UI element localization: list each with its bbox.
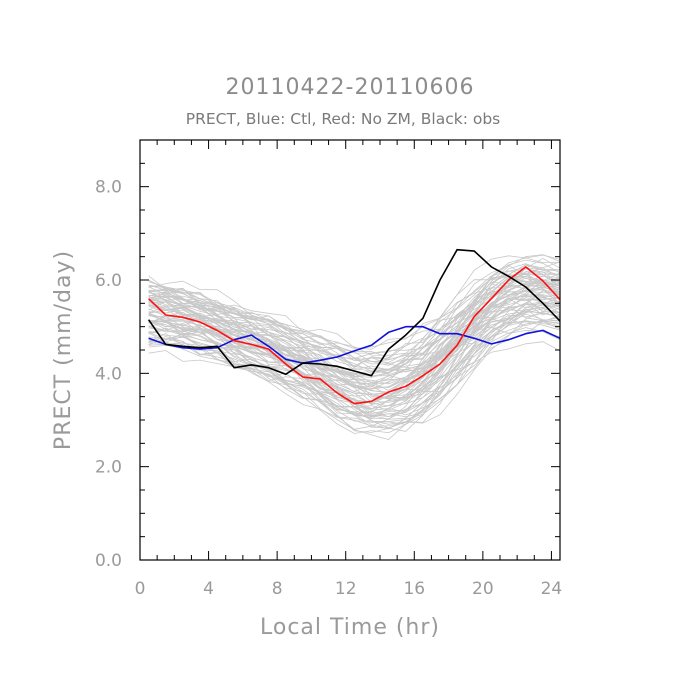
ensemble-line [148,301,561,392]
ensemble-line [148,268,561,371]
ensemble-line [148,305,561,410]
chart-title: 20110422-20110606 [226,75,475,100]
series-line-no-zm [148,266,561,405]
x-tick-label: 24 [541,579,563,599]
ensemble-line [148,321,561,409]
ensemble-line [148,298,561,373]
series-line-obs [147,248,561,377]
ensemble-line [148,275,561,350]
ensemble-line [148,310,561,429]
y-tick-label: 8.0 [95,178,122,198]
ensemble-line [148,341,561,403]
axis-ticks [139,139,560,561]
y-tick-label: 4.0 [95,364,122,384]
ensemble-line [148,271,561,354]
y-tick-label: 0.0 [95,551,122,571]
y-tick-label: 2.0 [95,458,122,478]
ensemble-line [148,254,561,385]
x-tick-label: 0 [135,579,146,599]
ensemble-line [148,264,561,370]
series-lines [147,248,561,405]
x-tick-label: 8 [272,579,283,599]
ensemble-line [148,317,561,420]
ensemble-line [148,302,561,397]
x-axis-label: Local Time (hr) [260,615,440,640]
ensemble-line [148,302,561,429]
x-tick-label: 16 [403,579,425,599]
ensemble-line [148,275,561,378]
ensemble-line [148,257,561,376]
x-tick-label: 20 [472,579,494,599]
ensemble-line [148,294,561,388]
x-tick-label: 12 [335,579,357,599]
ensemble-line [148,267,561,383]
ensemble-lines [148,254,561,441]
tick-labels: 0 4 8 12 16 20 24 0.0 2.0 4.0 6.0 8.0 [95,178,562,599]
y-axis-label: PRECT (mm/day) [51,250,76,450]
x-tick-label: 4 [203,579,214,599]
series-line-ctl [148,325,561,364]
y-tick-label: 6.0 [95,271,122,291]
chart-subtitle: PRECT, Blue: Ctl, Red: No ZM, Black: obs [186,110,501,128]
